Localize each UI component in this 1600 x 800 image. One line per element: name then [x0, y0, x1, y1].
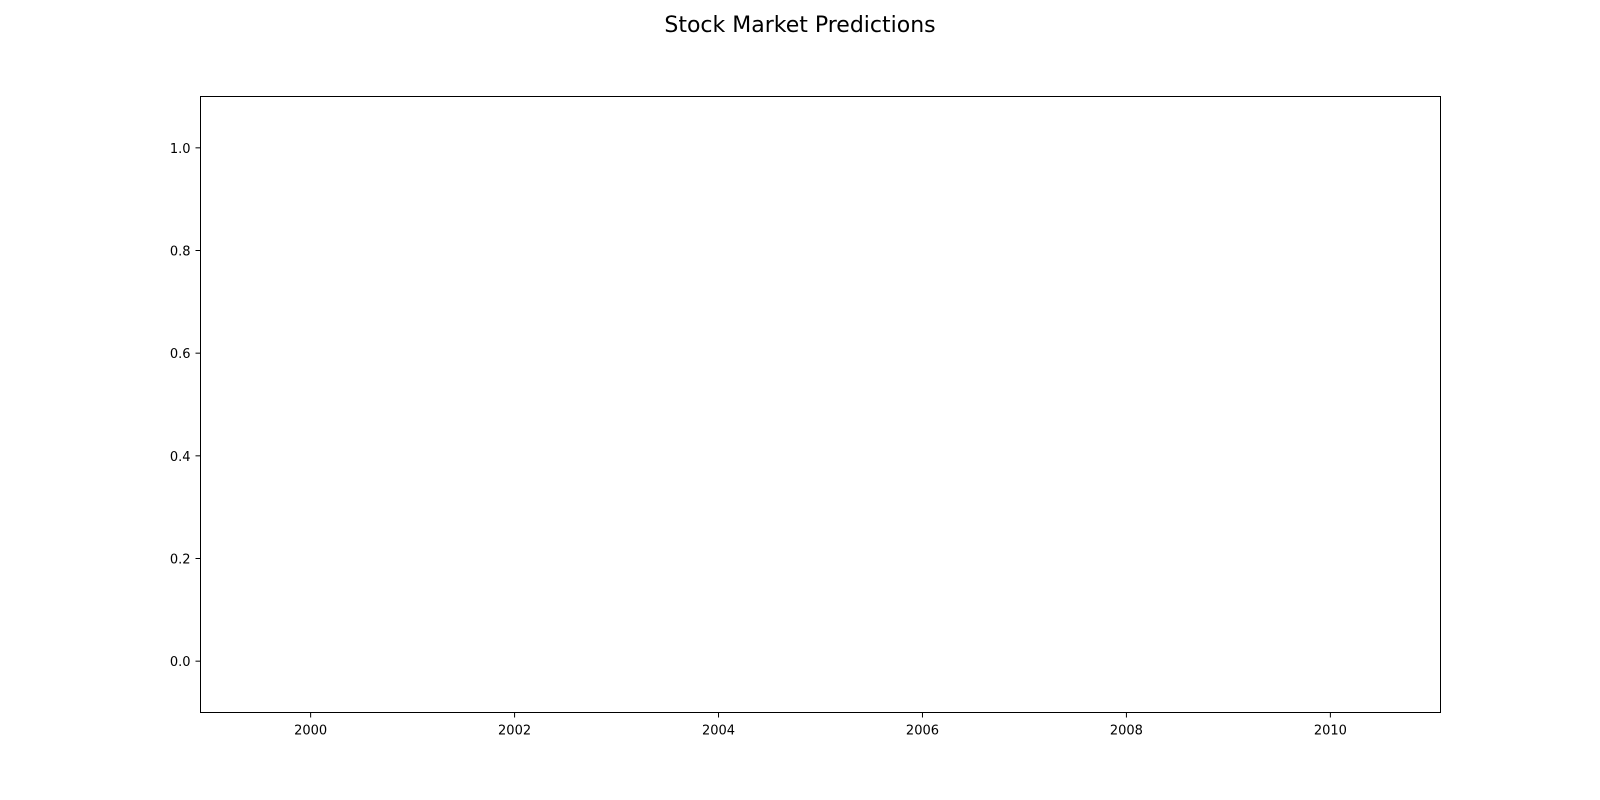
x-tick-label: 2000 — [294, 724, 327, 739]
chart-title: Stock Market Predictions — [664, 13, 936, 38]
y-tick-label: 1.0 — [170, 142, 191, 157]
x-tick-label: 2004 — [702, 724, 735, 739]
plot-area — [200, 96, 1441, 713]
y-tick-label: 0.4 — [170, 450, 191, 465]
x-tick-label: 2008 — [1110, 724, 1143, 739]
y-axis: 0.0 0.2 0.4 0.6 0.8 1.0 — [170, 142, 201, 670]
x-tick-label: 2006 — [906, 724, 939, 739]
x-tick-label: 2010 — [1314, 724, 1347, 739]
x-tick-label: 2002 — [498, 724, 531, 739]
y-tick-label: 0.8 — [170, 245, 191, 260]
y-tick-label: 0.0 — [170, 655, 191, 670]
x-axis: 2000 2002 2004 2006 2008 2010 — [294, 712, 1347, 739]
y-tick-label: 0.2 — [170, 553, 191, 568]
y-tick-label: 0.6 — [170, 347, 191, 362]
